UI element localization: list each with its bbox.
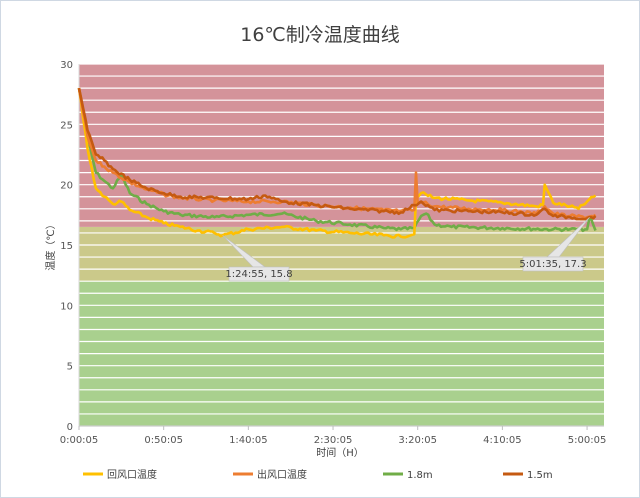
- callout-label: 5:01:35, 17.3: [519, 259, 586, 270]
- x-tick-label: 3:20:05: [398, 435, 437, 446]
- gridlines: [78, 63, 604, 427]
- y-axis-ticks: 0 5 10 15 20 25 30: [60, 60, 73, 433]
- y-tick-label: 5: [67, 362, 73, 373]
- series-line-0: [77, 87, 597, 239]
- series-line-2: [77, 87, 597, 233]
- y-tick-label: 25: [60, 120, 73, 131]
- legend-label: 出风口温度: [257, 468, 307, 481]
- x-tick-label: 1:40:05: [229, 435, 268, 446]
- x-axis-label: 时间（H）: [316, 446, 364, 459]
- callout-box: [228, 266, 290, 282]
- annotations: 1:24:55, 15.8 5:01:35, 17.3: [222, 217, 590, 282]
- x-tick-label: 0:00:05: [60, 435, 99, 446]
- legend-label: 1.8m: [407, 470, 433, 481]
- x-tick-label: 5:00:05: [568, 435, 607, 446]
- x-tick-label: 4:10:05: [483, 435, 522, 446]
- series-lines: [77, 87, 597, 239]
- series-line-3: [77, 87, 597, 221]
- y-tick-label: 0: [67, 422, 73, 433]
- chart-title: 16℃制冷温度曲线: [240, 24, 400, 46]
- y-tick-label: 10: [60, 301, 73, 312]
- y-tick-label: 15: [60, 241, 73, 252]
- callout-label: 1:24:55, 15.8: [225, 269, 292, 280]
- legend-label: 回风口温度: [107, 468, 157, 481]
- x-axis-ticks: 0:00:05 0:50:05 1:40:05 2:30:05 3:20:05 4:10:…: [60, 426, 607, 446]
- x-tick-label: 2:30:05: [314, 435, 353, 446]
- legend: 回风口温度 出风口温度 1.8m 1.5m: [83, 468, 553, 481]
- y-axis-label: 温度（℃）: [44, 219, 57, 270]
- legend-label: 1.5m: [527, 470, 553, 481]
- background-band-1: [79, 226, 604, 282]
- y-tick-label: 20: [60, 181, 73, 192]
- y-tick-label: 30: [60, 60, 73, 71]
- x-tick-label: 0:50:05: [144, 435, 183, 446]
- background-band-2: [79, 64, 604, 227]
- callout-box: [522, 256, 584, 272]
